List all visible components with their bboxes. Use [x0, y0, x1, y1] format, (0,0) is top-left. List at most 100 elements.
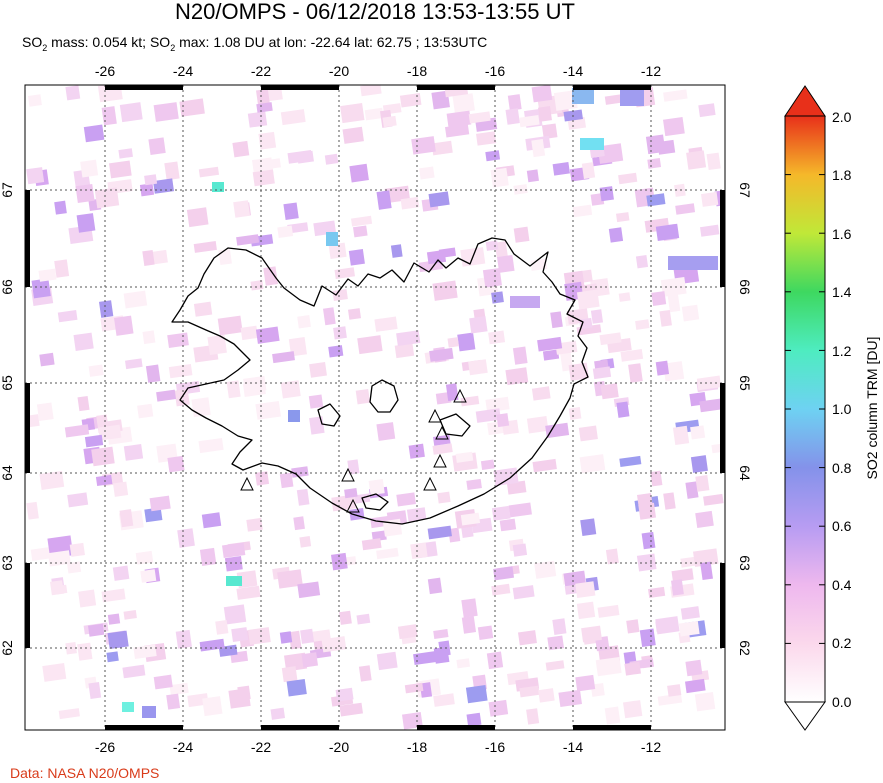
so2-pixel — [266, 158, 281, 170]
so2-pixel — [461, 598, 478, 618]
so2-pixel — [236, 585, 261, 600]
so2-pixel — [301, 652, 319, 668]
lon-tick: -26 — [95, 63, 115, 79]
so2-pixel — [429, 347, 454, 362]
so2-pixel — [326, 232, 338, 246]
so2-pixel — [696, 375, 722, 391]
so2-pixel — [288, 630, 302, 650]
colorbar-tick: 1.0 — [832, 401, 852, 417]
so2-pixel — [80, 159, 99, 178]
so2-pixel — [231, 627, 249, 642]
so2-pixel — [83, 124, 105, 143]
so2-pixel — [255, 326, 280, 344]
so2-pixel — [218, 248, 232, 266]
volcano-marker — [453, 388, 467, 403]
so2-pixel — [47, 535, 73, 553]
so2-pixel — [404, 682, 424, 694]
so2-pixel — [616, 401, 630, 418]
so2-pixel — [659, 309, 672, 327]
so2-pixel — [252, 169, 275, 187]
so2-pixel — [496, 413, 510, 428]
lon-tick: -14 — [563, 739, 583, 755]
so2-pixel — [505, 108, 520, 125]
so2-pixel — [538, 106, 552, 122]
so2-pixel — [480, 459, 495, 471]
volcano-marker — [428, 408, 442, 423]
so2-pixel — [168, 363, 193, 379]
so2-pixel — [357, 335, 383, 355]
so2-pixel — [624, 661, 641, 676]
so2-pixel — [597, 604, 620, 618]
so2-pixel — [608, 227, 624, 243]
so2-pixel — [88, 364, 104, 377]
so2-pixel — [108, 160, 132, 179]
so2-pixel — [579, 454, 606, 474]
so2-pixel — [648, 586, 666, 599]
so2-pixel — [67, 561, 82, 574]
colorbar-ramp — [784, 115, 826, 703]
so2-pixel — [519, 685, 540, 698]
border-segment — [25, 190, 30, 287]
so2-pixel — [657, 139, 676, 155]
so2-pixel — [428, 191, 450, 208]
so2-pixel — [344, 487, 358, 499]
so2-pixel — [694, 691, 716, 712]
so2-pixel — [137, 403, 154, 419]
so2-pixel — [348, 249, 365, 266]
colorbar: 2.0 1.8 1.6 1.4 1.2 1.0 0.8 0.6 0.4 0.2 … — [784, 85, 880, 731]
lon-tick: -20 — [329, 63, 349, 79]
so2-pixel — [505, 367, 529, 386]
so2-pixel — [324, 153, 339, 165]
so2-pixel — [153, 178, 174, 194]
so2-pixel — [77, 642, 93, 661]
so2-pixel — [531, 85, 553, 103]
so2-pixel — [263, 266, 278, 286]
so2-pixel — [153, 674, 173, 690]
so2-pixel — [672, 425, 690, 446]
so2-pixel — [309, 361, 327, 378]
so2-pixel — [54, 200, 67, 215]
so2-pixel — [699, 398, 725, 413]
so2-pixel — [406, 507, 427, 522]
so2-pixel — [339, 610, 352, 625]
so2-pixel — [456, 658, 471, 669]
so2-pixel — [445, 123, 470, 138]
so2-pixel — [455, 451, 474, 463]
so2-pixel — [638, 502, 657, 520]
so2-pixel — [119, 102, 143, 123]
so2-pixel — [26, 167, 45, 185]
so2-pixel — [466, 478, 482, 491]
so2-pixel — [518, 630, 537, 646]
so2-pixel — [339, 702, 363, 717]
lon-tick: -24 — [173, 739, 193, 755]
lon-tick: -14 — [563, 63, 583, 79]
so2-pixel — [349, 163, 369, 183]
so2-pixel — [76, 213, 96, 233]
so2-pixel — [309, 416, 325, 435]
so2-pixel — [476, 131, 497, 146]
lat-ticks-right: 67 66 65 64 63 62 — [737, 182, 753, 656]
so2-pixel — [280, 109, 306, 126]
colorbar-tick: 1.8 — [832, 167, 852, 183]
so2-pixel — [698, 103, 716, 118]
so2-pixel — [433, 434, 451, 446]
so2-pixel — [507, 94, 522, 111]
lat-tick: 67 — [0, 182, 15, 198]
so2-pixel — [177, 528, 195, 548]
so2-pixel — [119, 509, 134, 528]
so2-pixel — [358, 665, 372, 682]
lon-tick: -20 — [329, 739, 349, 755]
so2-pixel — [581, 625, 602, 643]
so2-pixel — [663, 492, 676, 510]
colorbar-tick: 0.0 — [832, 694, 852, 710]
so2-pixel — [485, 150, 501, 162]
so2-pixel — [581, 162, 596, 179]
so2-pixel — [166, 693, 181, 710]
so2-pixel — [580, 518, 597, 537]
so2-pixel — [700, 224, 720, 237]
so2-pixel — [419, 166, 435, 180]
so2-pixel — [396, 330, 421, 346]
so2-pixel — [700, 191, 719, 207]
so2-pixel — [695, 475, 710, 492]
so2-pixel — [300, 628, 315, 644]
